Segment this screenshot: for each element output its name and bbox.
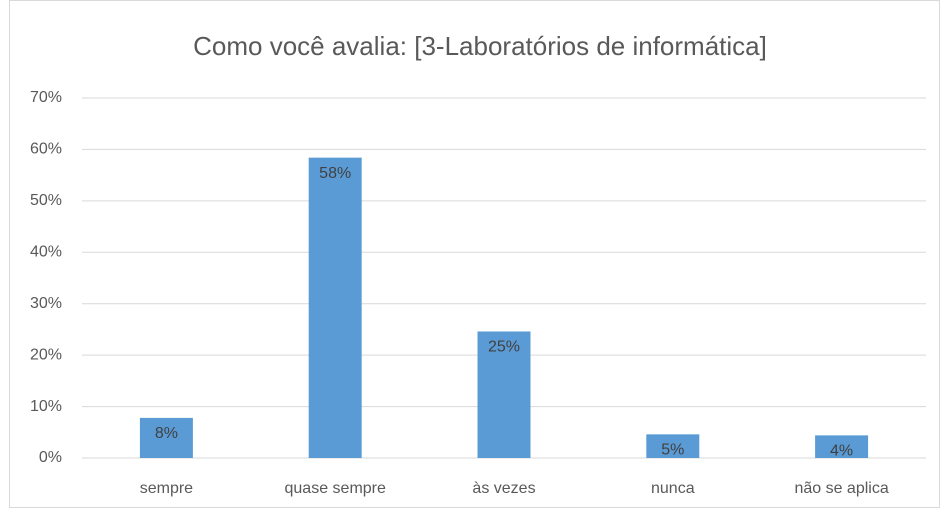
data-label: 25%	[488, 339, 520, 356]
y-tick-label: 60%	[30, 141, 62, 158]
x-tick-label: não se aplica	[794, 480, 888, 497]
data-label: 58%	[319, 165, 351, 182]
x-tick-label: às vezes	[472, 480, 535, 497]
x-tick-label: sempre	[140, 480, 193, 497]
y-tick-label: 40%	[30, 244, 62, 261]
y-tick-label: 50%	[30, 192, 62, 209]
x-tick-label: quase sempre	[285, 480, 386, 497]
x-tick-label: nunca	[651, 480, 695, 497]
bar	[646, 434, 700, 458]
y-tick-label: 0%	[39, 449, 62, 466]
y-tick-label: 10%	[30, 398, 62, 415]
bar	[308, 157, 362, 458]
y-tick-label: 20%	[30, 346, 62, 363]
data-label: 5%	[661, 442, 684, 459]
data-label: 4%	[830, 443, 853, 460]
y-tick-label: 70%	[30, 89, 62, 106]
y-tick-label: 30%	[30, 295, 62, 312]
bar	[815, 435, 869, 458]
bar	[139, 417, 193, 458]
data-label: 8%	[155, 425, 178, 442]
bar	[477, 331, 531, 458]
chart-title: Como você avalia: [3-Laboratórios de inf…	[193, 31, 767, 61]
